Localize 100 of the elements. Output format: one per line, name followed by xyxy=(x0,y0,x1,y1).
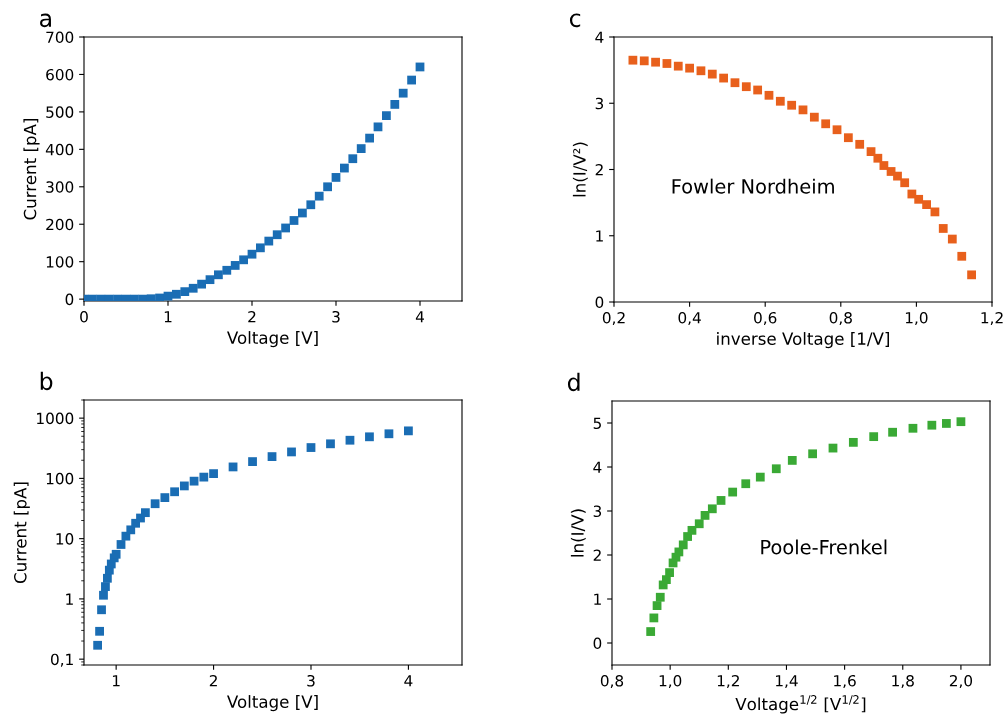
point xyxy=(809,112,819,122)
point xyxy=(662,59,672,68)
x-tick-label: 1 xyxy=(164,311,172,323)
x-tick-label: 1,4 xyxy=(775,675,798,689)
point xyxy=(741,82,751,92)
annotation: Fowler Nordheim xyxy=(672,178,834,194)
point xyxy=(908,423,918,433)
x-axis-title: Voltage [V] xyxy=(227,695,318,712)
y-tick-label: 3 xyxy=(593,505,602,518)
point xyxy=(214,270,223,280)
point xyxy=(180,287,190,297)
point xyxy=(404,426,413,436)
point xyxy=(678,540,688,550)
point xyxy=(869,432,879,442)
point xyxy=(205,275,215,285)
point xyxy=(101,582,110,591)
x-tick-label: 1,0 xyxy=(659,674,682,689)
x-tick-label: 2 xyxy=(209,674,217,687)
point xyxy=(331,173,341,182)
point xyxy=(160,493,170,502)
point xyxy=(373,122,383,132)
x-tick-label: 1,8 xyxy=(892,674,914,689)
point xyxy=(922,200,931,209)
point xyxy=(230,261,240,270)
point xyxy=(938,224,948,233)
point xyxy=(808,449,818,459)
point xyxy=(93,640,103,650)
x-tick-label: 1,2 xyxy=(981,311,1003,326)
point xyxy=(821,119,831,129)
x-axis-title: inverse Voltage [1/V] xyxy=(717,332,889,349)
point xyxy=(199,472,209,482)
point xyxy=(879,161,889,170)
x-tick-label: 4 xyxy=(404,675,413,687)
point xyxy=(256,243,265,253)
y-axis-title: Current [pA] xyxy=(23,118,40,220)
point xyxy=(345,435,355,445)
y-tick-label: 2 xyxy=(593,549,601,561)
x-tick-label: 0,8 xyxy=(600,674,624,689)
point xyxy=(771,464,781,474)
point xyxy=(696,66,706,76)
point xyxy=(927,420,937,430)
point xyxy=(121,531,131,541)
x-tick-label: 3 xyxy=(332,310,340,323)
y-tick-label: 4 xyxy=(595,31,604,43)
point xyxy=(97,605,106,615)
y-tick-label: 0,1 xyxy=(50,653,73,667)
point xyxy=(787,456,797,465)
point xyxy=(639,56,649,66)
point xyxy=(306,443,316,452)
y-tick-label: 100 xyxy=(46,472,74,485)
y-axis-title: ln(I/V) xyxy=(570,509,586,557)
point xyxy=(893,171,902,181)
point xyxy=(365,133,374,143)
point xyxy=(146,294,156,301)
point xyxy=(222,265,232,275)
y-tick-label: 1 xyxy=(594,593,601,605)
point xyxy=(170,487,179,497)
point xyxy=(287,447,296,457)
point xyxy=(655,592,665,602)
point xyxy=(390,100,400,109)
point xyxy=(298,208,307,218)
point xyxy=(651,57,660,67)
point xyxy=(956,417,966,427)
point xyxy=(787,100,797,110)
point xyxy=(155,293,164,301)
point xyxy=(753,85,763,95)
point xyxy=(649,613,659,623)
point xyxy=(407,75,416,85)
y-tick-label: 200 xyxy=(46,218,74,231)
point xyxy=(646,627,656,636)
y-tick-label: 700 xyxy=(46,31,74,44)
x-tick-label: 0,4 xyxy=(678,311,701,326)
x-axis-title: Voltage [V] xyxy=(227,331,318,348)
point xyxy=(340,163,349,173)
point xyxy=(832,125,842,135)
point xyxy=(247,249,257,259)
y-axis-title: Current [pA] xyxy=(13,482,30,583)
point xyxy=(306,200,316,210)
point xyxy=(323,182,332,192)
y-axis-title: ln(I/V²) xyxy=(572,142,588,197)
point xyxy=(888,427,897,437)
y-tick-label: 5 xyxy=(593,417,601,430)
point xyxy=(102,573,112,583)
point xyxy=(685,63,694,73)
y-tick-label: 0 xyxy=(593,637,602,650)
x-tick-label: 2 xyxy=(248,310,256,323)
point xyxy=(382,111,391,121)
y-tick-label: 500 xyxy=(46,106,74,118)
point xyxy=(957,251,967,261)
point xyxy=(941,419,951,428)
point xyxy=(95,626,104,636)
y-tick-label: 600 xyxy=(46,68,74,81)
y-tick-label: 100 xyxy=(46,256,74,268)
y-tick-label: 1 xyxy=(66,593,73,605)
point xyxy=(967,270,976,280)
point xyxy=(264,236,274,246)
point xyxy=(239,255,248,265)
point xyxy=(947,234,957,244)
point xyxy=(384,429,394,439)
point xyxy=(281,223,290,233)
